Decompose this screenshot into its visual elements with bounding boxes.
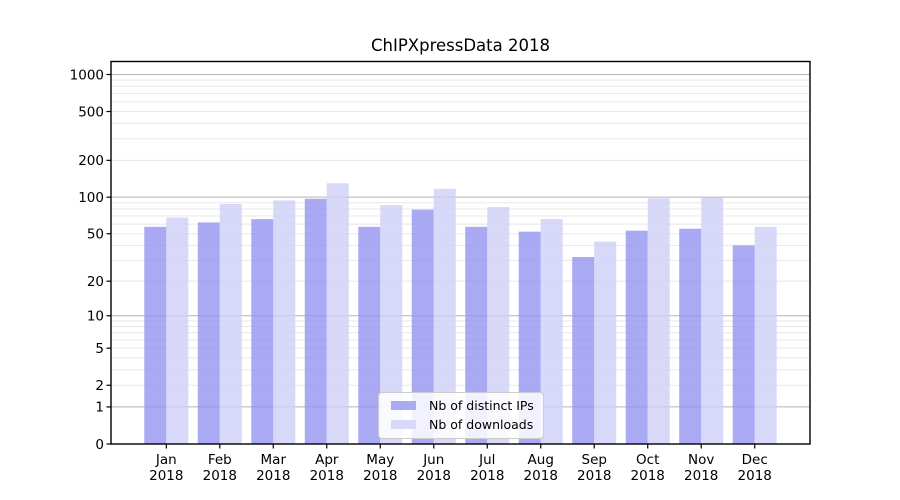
chart-legend: Nb of distinct IPs Nb of downloads [378,392,544,439]
x-tick-label-month: Jan [155,452,177,468]
x-tick-label-month: Apr [315,452,339,468]
x-tick-label-year: 2018 [524,468,558,484]
chart-title: ChIPXpressData 2018 [371,36,550,55]
x-tick-label-month: Jul [478,452,495,468]
y-tick-label: 2 [95,378,104,394]
x-tick-label-month: Jun [422,452,444,468]
bar-downloads-Feb-2018 [219,203,242,444]
y-tick-label: 1 [95,400,104,416]
bar-distinct-ips-Mar-2018 [251,219,274,444]
x-tick-label-year: 2018 [684,468,718,484]
legend-swatch-downloads [391,420,416,429]
bar-downloads-Apr-2018 [326,183,349,444]
y-tick-label: 10 [87,309,104,325]
bar-distinct-ips-May-2018 [358,226,381,444]
x-tick-label-year: 2018 [310,468,344,484]
legend-item-distinct-ips: Nb of distinct IPs [388,398,534,413]
x-tick-label-month: May [366,452,394,468]
bar-distinct-ips-Feb-2018 [197,222,220,444]
bar-distinct-ips-Jul-2018 [465,226,488,444]
bar-downloads-Jun-2018 [433,188,456,444]
legend-item-downloads: Nb of downloads [388,417,534,432]
x-tick-label-year: 2018 [417,468,451,484]
bar-downloads-Aug-2018 [540,219,563,444]
plot-frame [110,60,811,445]
y-tick-label: 200 [78,153,104,169]
y-tick-label: 500 [78,104,104,120]
x-tick-label-month: Dec [742,452,768,468]
bar-downloads-Sep-2018 [594,241,617,444]
x-tick-label-month: Sep [582,452,607,468]
bar-downloads-Jan-2018 [166,217,189,444]
y-tick-label: 50 [87,227,104,243]
x-tick-label-year: 2018 [203,468,237,484]
legend-swatch-distinct-ips [391,401,416,410]
legend-label-downloads: Nb of downloads [429,417,534,432]
bar-distinct-ips-Oct-2018 [625,230,648,444]
x-tick-label-year: 2018 [363,468,397,484]
bar-distinct-ips-Jan-2018 [144,226,167,444]
bar-distinct-ips-Aug-2018 [518,231,541,444]
y-tick-label: 100 [78,190,104,206]
bar-distinct-ips-Nov-2018 [679,228,702,444]
bar-distinct-ips-Sep-2018 [572,256,595,444]
y-tick-label: 0 [95,437,104,453]
x-tick-label-year: 2018 [577,468,611,484]
x-tick-label-year: 2018 [149,468,183,484]
bar-distinct-ips-Dec-2018 [732,245,755,444]
y-tick-label: 5 [95,341,104,357]
y-tick-label: 1000 [70,67,104,83]
bar-downloads-Jul-2018 [487,207,510,444]
y-tick-label: 20 [87,274,104,290]
bar-downloads-May-2018 [380,205,403,444]
bar-distinct-ips-Jun-2018 [411,209,434,444]
x-tick-label-month: Nov [688,452,714,468]
legend-label-distinct-ips: Nb of distinct IPs [429,398,534,413]
x-tick-label-year: 2018 [256,468,290,484]
bar-downloads-Mar-2018 [273,200,296,444]
x-tick-label-month: Aug [528,452,554,468]
x-tick-label-month: Oct [636,452,659,468]
x-tick-label-month: Feb [208,452,232,468]
bar-downloads-Dec-2018 [754,226,777,444]
x-tick-label-year: 2018 [631,468,665,484]
x-tick-label-year: 2018 [470,468,504,484]
bar-downloads-Oct-2018 [647,198,670,444]
x-tick-label-year: 2018 [738,468,772,484]
bar-distinct-ips-Apr-2018 [304,198,327,444]
x-tick-label-month: Mar [261,452,287,468]
bar-downloads-Nov-2018 [701,197,724,444]
